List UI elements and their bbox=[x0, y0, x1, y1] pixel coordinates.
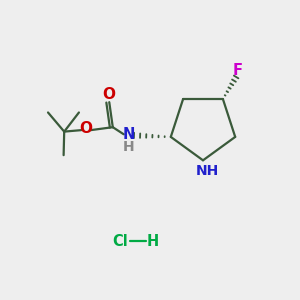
Text: NH: NH bbox=[196, 164, 219, 178]
Text: N: N bbox=[122, 127, 135, 142]
Text: Cl: Cl bbox=[113, 234, 128, 249]
Text: O: O bbox=[102, 87, 115, 102]
Text: F: F bbox=[232, 63, 243, 78]
Text: H: H bbox=[147, 234, 159, 249]
Text: H: H bbox=[123, 140, 134, 154]
Text: O: O bbox=[80, 121, 92, 136]
